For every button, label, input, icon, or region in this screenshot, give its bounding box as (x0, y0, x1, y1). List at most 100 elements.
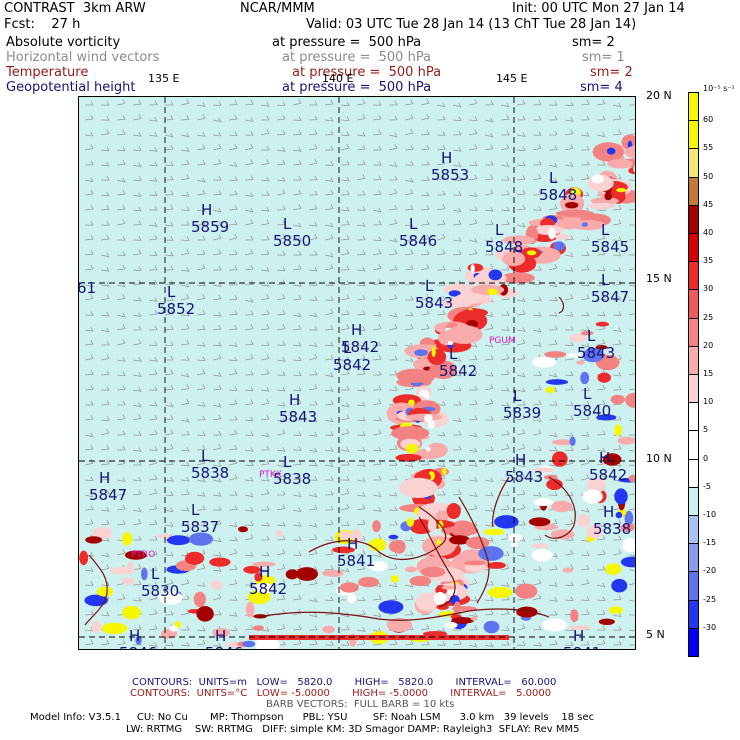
wind-barb (372, 264, 382, 271)
wind-barb (132, 236, 142, 241)
wind-barb (500, 354, 510, 361)
vorticity-patch (510, 542, 518, 547)
wind-barb (84, 414, 94, 421)
wind-barb (180, 372, 190, 378)
height-marker-value: 5839 (503, 404, 541, 422)
wind-barb (468, 174, 478, 181)
wind-barb (292, 116, 302, 121)
colorbar-label: 0 (703, 453, 709, 463)
vorticity-patch (184, 551, 205, 565)
wind-barb (100, 611, 110, 617)
wind-barb (628, 235, 635, 241)
vorticity-patch (526, 250, 537, 256)
wind-barb (356, 266, 366, 272)
wind-barb (324, 447, 334, 452)
wind-barb (628, 205, 635, 211)
vorticity-patch (406, 413, 443, 421)
wind-barb (212, 567, 222, 572)
wind-barb (276, 490, 286, 496)
colorbar-label: -20 (703, 566, 717, 576)
vorticity-patch (483, 528, 505, 536)
wind-barb (516, 297, 526, 303)
vorticity-patch (488, 269, 503, 281)
wind-barb (324, 549, 334, 556)
vorticity-patch (445, 325, 483, 344)
wind-barb (244, 310, 254, 316)
wind-barb (420, 250, 430, 256)
wind-barb (516, 443, 526, 451)
vorticity-patch (193, 591, 206, 608)
wind-barb (516, 339, 526, 346)
wind-barb (324, 610, 334, 616)
wind-barb (196, 281, 206, 287)
wind-barb (628, 578, 635, 586)
wind-barb (628, 447, 635, 452)
wind-barb (388, 188, 398, 196)
wind-barb (196, 492, 206, 497)
vorticity-patch (580, 371, 590, 385)
wind-barb (116, 639, 126, 646)
wind-barb (308, 353, 318, 361)
wind-barb (580, 174, 590, 181)
wind-barb (324, 161, 334, 166)
colorbar-swatch (688, 515, 699, 545)
wind-barb (548, 414, 558, 421)
vorticity-patch (378, 600, 404, 614)
wind-barb (372, 416, 382, 422)
wind-barb (180, 641, 190, 647)
colorbar-label: -10 (703, 510, 717, 519)
wind-barb (308, 312, 318, 318)
wind-barb (196, 160, 206, 166)
wind-barb (596, 234, 606, 241)
wind-barb (452, 386, 462, 392)
wind-barb (132, 312, 142, 318)
wind-barb (628, 461, 635, 467)
wind-barb (548, 491, 558, 497)
wind-barb (324, 431, 334, 436)
wind-barbs (84, 99, 635, 648)
vorticity-patch (616, 188, 627, 193)
wind-barb (404, 160, 414, 166)
wind-barb (468, 504, 478, 511)
vorticity-patch (624, 145, 635, 159)
vorticity-patch (388, 534, 399, 540)
wind-barb (100, 428, 110, 436)
wind-barb (580, 326, 590, 331)
colorbar-label: 20 (703, 340, 714, 350)
wind-barb (436, 249, 446, 256)
wind-barb (308, 476, 318, 481)
vorticity-patch (390, 575, 399, 583)
wind-barb (580, 99, 590, 106)
wind-barb (148, 161, 158, 167)
wind-barb (404, 205, 414, 211)
wind-barb (612, 280, 622, 286)
wind-barb (180, 159, 190, 166)
wind-barb (148, 609, 158, 616)
wind-barb (196, 249, 206, 256)
wind-barb (580, 115, 590, 121)
wind-barb (340, 294, 350, 301)
wind-barb (596, 549, 606, 556)
wind-barb (292, 160, 302, 166)
wind-barb (596, 596, 606, 602)
vorticity-patch (587, 477, 606, 493)
wind-barb (580, 191, 590, 197)
wind-barb (532, 593, 542, 601)
wind-barb (148, 566, 158, 571)
wind-barb (244, 207, 254, 213)
wind-barb (500, 626, 510, 631)
wind-barb (212, 324, 222, 331)
wind-barb (404, 249, 414, 256)
vorticity-patch (122, 577, 135, 586)
wind-barb (180, 430, 190, 436)
wind-barb (388, 237, 398, 243)
wind-barb (372, 612, 382, 618)
colorbar-swatch (688, 599, 699, 629)
wind-barb (420, 309, 430, 316)
wind-barb (308, 370, 318, 376)
wind-barb (628, 114, 635, 121)
wind-barb (548, 325, 558, 331)
wind-barb (452, 207, 462, 213)
wind-barb (516, 624, 526, 631)
height-marker-type: L (601, 221, 610, 239)
